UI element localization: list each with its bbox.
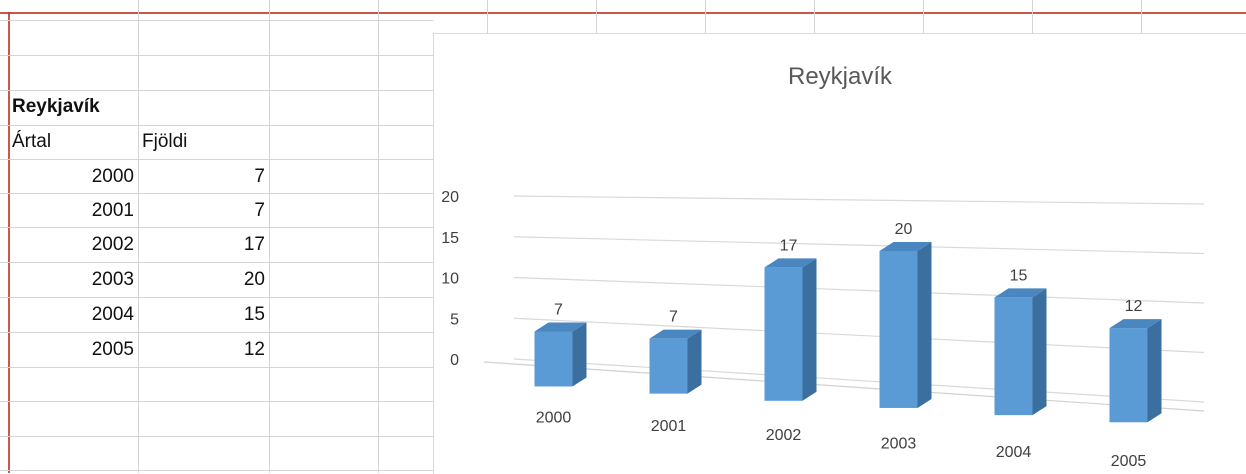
year-cell[interactable]: 2003: [91, 269, 134, 290]
bar-side: [1147, 319, 1162, 423]
bar: [994, 297, 1033, 416]
year-cell[interactable]: 2004: [91, 304, 134, 325]
bar: [534, 331, 573, 387]
x-tick-label: 2003: [881, 435, 917, 452]
bar-side: [802, 258, 817, 401]
gridline: [513, 276, 1205, 304]
bar: [649, 338, 688, 394]
row-gridline: [0, 401, 433, 402]
data-label: 15: [1010, 267, 1028, 284]
gridline: [513, 195, 1205, 205]
count-cell[interactable]: 12: [243, 339, 265, 360]
x-tick-label: 2004: [996, 444, 1032, 461]
data-label: 17: [780, 237, 798, 254]
y-tick-label: 15: [441, 230, 459, 247]
gridline: [513, 358, 1205, 403]
count-cell[interactable]: 15: [243, 304, 265, 325]
bar-side: [687, 329, 702, 394]
gridline: [513, 236, 1205, 255]
data-label: 7: [669, 309, 678, 326]
selection-border-top: [0, 12, 1246, 14]
row-gridline: [0, 55, 433, 56]
bar-top: [1109, 319, 1162, 329]
data-label: 20: [895, 221, 913, 238]
data-label: 12: [1125, 298, 1143, 315]
row-gridline: [0, 90, 433, 91]
bar-top: [649, 329, 702, 339]
bar-side: [1032, 288, 1047, 416]
bars: [534, 241, 1162, 423]
x-tick-label: 2005: [1111, 453, 1147, 470]
column-gridline: [138, 0, 139, 473]
y-tick-label: 0: [450, 352, 459, 369]
count-cell[interactable]: 7: [254, 200, 265, 221]
header-count-cell[interactable]: Fjöldi: [142, 131, 188, 152]
bar-top: [534, 322, 587, 332]
floor-edge: [483, 361, 1205, 412]
year-cell[interactable]: 2005: [91, 339, 134, 360]
sheet-title-cell[interactable]: Reykjavík: [12, 96, 100, 117]
bar-side: [572, 322, 587, 387]
row-gridline: [0, 159, 433, 160]
data-label: 7: [554, 302, 563, 319]
bar-top: [764, 258, 817, 268]
y-tick-label: 20: [441, 189, 459, 206]
gridline: [513, 317, 1205, 354]
y-tick-label: 5: [450, 311, 459, 328]
row-gridline: [0, 125, 433, 126]
row-gridline: [0, 193, 433, 194]
row-gridline: [0, 227, 433, 228]
selection-border-left: [8, 12, 10, 473]
chart-area[interactable]: Reykjavík 0 5 10 15 20 2000 2001 2002 2003 2004 2…: [433, 33, 1246, 474]
header-year-cell[interactable]: Ártal: [12, 131, 52, 152]
bar-side: [917, 241, 932, 408]
y-axis-ticks: 0 5 10 15 20: [441, 189, 459, 369]
row-gridline: [0, 332, 433, 333]
x-axis-ticks: 2000 2001 2002 2003 2004 2005: [536, 409, 1147, 469]
row-gridline: [0, 297, 433, 298]
count-cell[interactable]: 20: [243, 269, 265, 290]
gridlines: [483, 195, 1205, 412]
bar-top: [994, 288, 1047, 298]
row-gridline: [0, 470, 433, 471]
bar-top: [879, 241, 932, 251]
row-gridline: [0, 262, 433, 263]
bar: [879, 250, 918, 408]
column-gridline: [269, 0, 270, 473]
x-tick-label: 2001: [651, 418, 687, 435]
chart-title: Reykjavík: [788, 63, 893, 90]
count-cell[interactable]: 17: [243, 234, 265, 255]
year-cell[interactable]: 2002: [91, 234, 134, 255]
count-cell[interactable]: 7: [254, 166, 265, 187]
x-tick-label: 2000: [536, 409, 572, 426]
y-tick-label: 10: [441, 271, 459, 288]
year-cell[interactable]: 2000: [91, 166, 134, 187]
bar: [764, 267, 803, 401]
row-gridline: [0, 367, 433, 368]
row-gridline: [0, 20, 433, 21]
row-gridline: [0, 436, 433, 437]
column-gridline: [378, 0, 379, 473]
data-labels: 7 7 17 20 15 12: [554, 221, 1142, 326]
bar: [1109, 328, 1148, 423]
x-tick-label: 2002: [766, 427, 802, 444]
year-cell[interactable]: 2001: [91, 200, 134, 221]
